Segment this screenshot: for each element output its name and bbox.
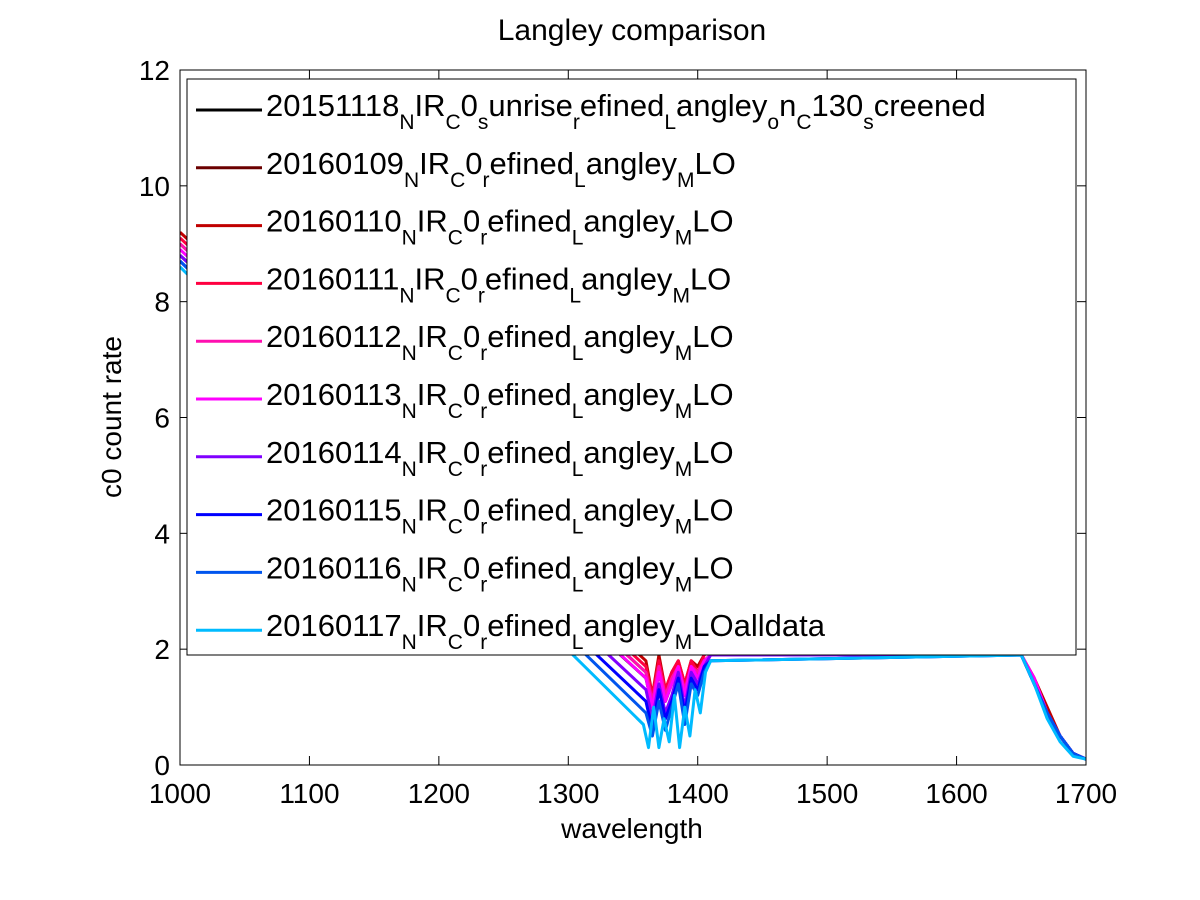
- legend-label-4: 20160112NIRC0refinedLangleyMLO: [266, 319, 734, 365]
- legend-label-0: 20151118NIRC0sunriserefinedLangleyonC130…: [266, 88, 986, 134]
- x-axis-title: wavelength: [560, 813, 703, 844]
- y-tick-label: 2: [154, 634, 170, 665]
- legend-label-1: 20160109NIRC0refinedLangleyMLO: [266, 146, 736, 192]
- legend: 20151118NIRC0sunriserefinedLangleyonC130…: [186, 78, 1077, 656]
- x-tick-label: 1300: [537, 778, 599, 809]
- y-tick-label: 10: [139, 171, 170, 202]
- legend-label-2: 20160110NIRC0refinedLangleyMLO: [266, 204, 734, 250]
- y-tick-label: 4: [154, 518, 170, 549]
- legend-label-8: 20160116NIRC0refinedLangleyMLO: [266, 550, 734, 596]
- legend-label-3: 20160111NIRC0refinedLangleyMLO: [266, 261, 731, 307]
- y-tick-label: 6: [154, 403, 170, 434]
- legend-label-7: 20160115NIRC0refinedLangleyMLO: [266, 493, 734, 539]
- legend-label-6: 20160114NIRC0refinedLangleyMLO: [266, 435, 734, 481]
- x-tick-label: 1200: [408, 778, 470, 809]
- series-layer: [180, 231, 1086, 761]
- chart-title: Langley comparison: [498, 14, 767, 47]
- legend-label-5: 20160113NIRC0refinedLangleyMLO: [266, 377, 734, 423]
- x-tick-label: 1000: [149, 778, 211, 809]
- axes-layer: 1000 1100 1200 1300 1400 1500 1600 1700 0 2 4 6 8 10 1…: [139, 55, 1117, 809]
- x-tick-label: 1500: [796, 778, 858, 809]
- legend-label-9: 20160117NIRC0refinedLangleyMLOalldata: [266, 608, 826, 654]
- legend-box: [186, 78, 1077, 656]
- series-line-9: [180, 265, 1086, 761]
- x-tick-label: 1400: [667, 778, 729, 809]
- y-tick-label: 8: [154, 287, 170, 318]
- y-tick-label: 12: [139, 55, 170, 86]
- x-tick-label: 1700: [1055, 778, 1117, 809]
- y-axis-title: c0 count rate: [96, 336, 127, 498]
- y-tick-label: 0: [154, 750, 170, 781]
- x-tick-label: 1600: [925, 778, 987, 809]
- x-tick-label: 1100: [279, 778, 339, 809]
